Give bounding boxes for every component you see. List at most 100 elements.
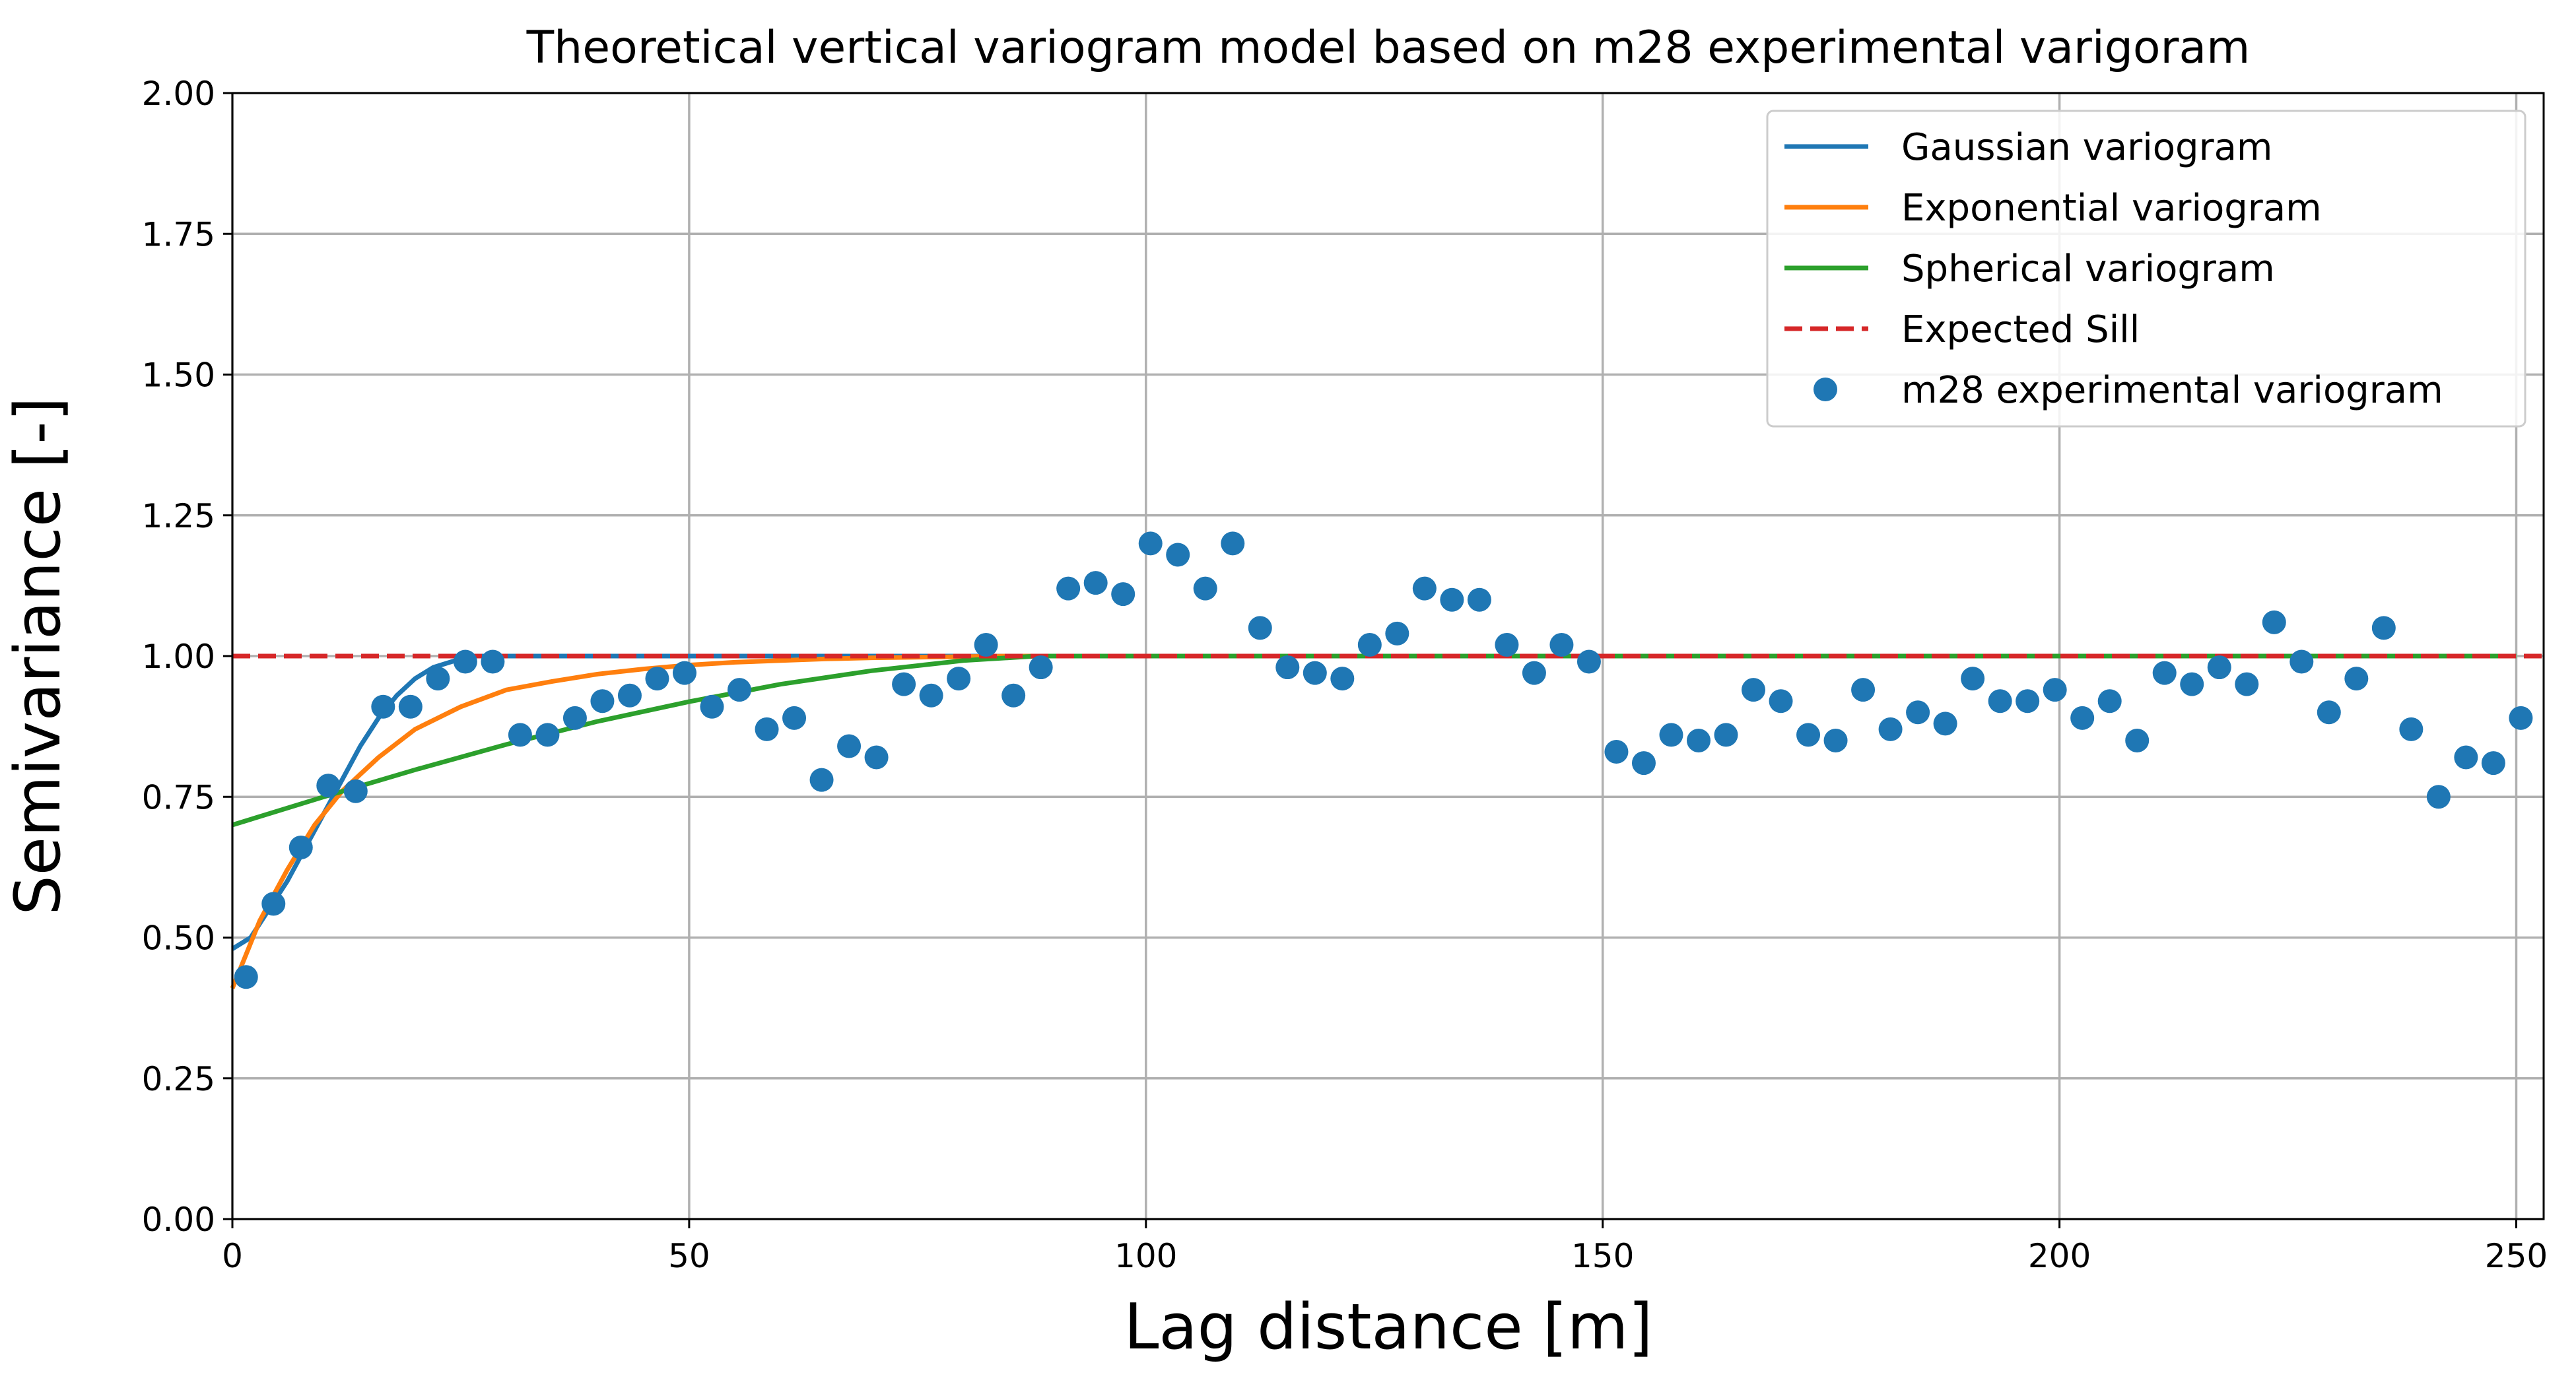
spherical-variogram-line (231, 653, 2517, 828)
legend: Gaussian variogram Exponential variogram S… (1766, 110, 2526, 428)
data-point (1549, 632, 1574, 657)
data-point (1961, 667, 1985, 691)
data-point (1111, 582, 1135, 607)
legend-label: Gaussian variogram (1901, 126, 2272, 169)
data-point (1769, 689, 1793, 713)
data-point (1686, 728, 1711, 752)
y-tick-label: 0.75 (142, 778, 215, 816)
data-point (2317, 700, 2341, 725)
data-point (700, 694, 724, 719)
data-point (1796, 723, 1821, 747)
data-point (755, 717, 779, 741)
data-point (974, 632, 998, 657)
data-point (1357, 632, 1382, 657)
data-point (672, 661, 696, 685)
data-point (1714, 723, 1738, 747)
data-point (645, 667, 669, 691)
data-point (728, 678, 752, 702)
x-tick-label: 200 (2028, 1237, 2091, 1275)
data-point (371, 694, 395, 719)
series-layer (230, 531, 2544, 989)
data-point (1166, 543, 1190, 567)
y-tick-label: 1.75 (142, 215, 215, 253)
legend-box (1766, 110, 2526, 428)
data-point (1851, 678, 1876, 702)
legend-label: m28 experimental variogram (1901, 369, 2443, 412)
data-point (1221, 531, 1245, 556)
data-point (2043, 678, 2067, 702)
data-point (1083, 571, 1108, 595)
y-tick-label: 1.25 (142, 497, 215, 535)
x-tick-label: 150 (1571, 1237, 1634, 1275)
data-point (617, 683, 642, 708)
data-point (2454, 745, 2478, 770)
x-axis-label: Lag distance [m] (1124, 1291, 1652, 1364)
data-point (2070, 706, 2095, 730)
data-point (782, 706, 807, 730)
data-point (261, 892, 286, 916)
y-tick-label: 0.25 (142, 1060, 215, 1098)
data-point (1440, 587, 1464, 612)
data-point (234, 965, 258, 989)
data-point (1604, 740, 1629, 764)
x-tick-label: 100 (1114, 1237, 1177, 1275)
data-point (453, 649, 477, 674)
data-point (1275, 655, 1300, 680)
x-tick-label: 250 (2485, 1237, 2548, 1275)
data-point (343, 779, 368, 803)
data-point (426, 667, 450, 691)
data-point (2262, 610, 2286, 634)
x-tick-label: 50 (668, 1237, 710, 1275)
data-point (1576, 649, 1601, 674)
scatter-series (234, 531, 2533, 989)
data-point (1878, 717, 1903, 741)
data-point (2207, 655, 2231, 680)
data-point (1303, 661, 1327, 685)
data-point (1056, 576, 1081, 601)
y-tick-label: 0.00 (142, 1201, 215, 1239)
data-point (1029, 655, 1053, 680)
data-point (2152, 661, 2177, 685)
y-tick-label: 2.00 (142, 75, 215, 113)
data-point (809, 768, 834, 792)
data-point (1659, 723, 1683, 747)
y-tick-label: 1.50 (142, 356, 215, 395)
data-point (1522, 661, 1546, 685)
data-point (2016, 689, 2040, 713)
data-point (2426, 785, 2451, 809)
data-point (2509, 706, 2533, 730)
data-point (590, 689, 615, 713)
data-point (398, 694, 423, 719)
data-point (1138, 531, 1163, 556)
data-point (1248, 616, 1272, 640)
data-point (562, 706, 587, 730)
y-axis-label: Semivariance [-] (2, 397, 75, 915)
data-point (316, 774, 341, 798)
data-point (1001, 683, 1026, 708)
data-point (2097, 689, 2122, 713)
data-point (864, 745, 889, 770)
data-point (1193, 576, 1217, 601)
ticks: 0 50 100 150 200 250 0.00 0.25 0.50 0.75 1.00 1.25 1… (142, 75, 2548, 1275)
gaussian-variogram-line (231, 653, 2517, 951)
data-point (947, 667, 971, 691)
data-point (1467, 587, 1491, 612)
legend-label: Expected Sill (1901, 308, 2140, 351)
data-point (1631, 751, 1656, 776)
data-point (2344, 667, 2369, 691)
data-point (1330, 667, 1355, 691)
data-point (1495, 632, 1519, 657)
data-point (2235, 672, 2259, 696)
data-point (892, 672, 916, 696)
legend-label: Spherical variogram (1901, 248, 2275, 290)
data-point (837, 734, 862, 758)
data-point (481, 649, 505, 674)
data-point (288, 836, 313, 860)
data-point (919, 683, 943, 708)
legend-marker (1813, 378, 1837, 401)
chart-title: Theoretical vertical variogram model bas… (526, 22, 2251, 74)
data-point (1385, 621, 1409, 646)
data-point (2180, 672, 2204, 696)
data-point (2125, 728, 2150, 752)
